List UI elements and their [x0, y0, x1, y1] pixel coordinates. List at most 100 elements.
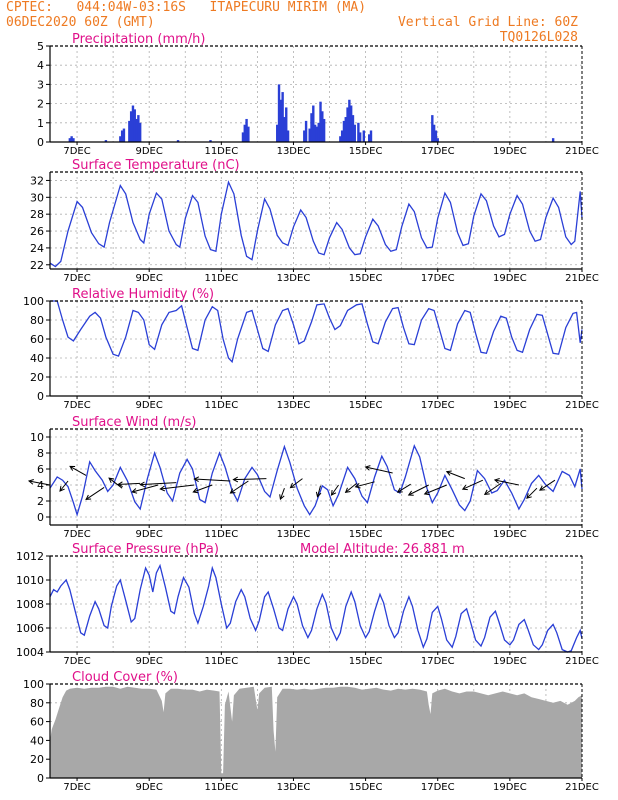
precipitation-bar: [243, 124, 246, 142]
precipitation-xtick-label: 9DEC: [135, 146, 162, 157]
pressure-ytick-label: 1010: [16, 574, 44, 587]
wind-arrow-head: [139, 481, 146, 488]
precipitation-xtick-label: 11DEC: [204, 146, 238, 157]
pressure-ytick-label: 1006: [16, 622, 44, 635]
wind-arrow-head: [461, 484, 468, 491]
precipitation-bar: [317, 122, 320, 142]
humidity-xtick-label: 11DEC: [204, 400, 238, 411]
wind-arrow-head: [69, 465, 76, 471]
precipitation-bar: [344, 117, 347, 142]
precipitation-bar: [279, 99, 283, 142]
pressure-xtick-label: 17DEC: [421, 656, 455, 667]
precipitation-bar: [436, 138, 439, 142]
cloud-cover-ytick-label: 0: [37, 772, 44, 785]
temperature-ytick-label: 22: [30, 259, 44, 272]
precipitation-ytick-label: 5: [37, 40, 44, 53]
precipitation-bar: [128, 120, 131, 142]
humidity-ytick-label: 100: [23, 295, 44, 308]
wind-arrow: [59, 480, 69, 492]
wind-arrow-head: [354, 483, 361, 489]
precipitation-bar: [321, 111, 324, 142]
precipitation-bar: [346, 107, 349, 142]
cloud-cover-ytick-label: 60: [30, 716, 44, 729]
precipitation-xtick-label: 7DEC: [63, 146, 90, 157]
wind-arrow: [279, 488, 285, 500]
temperature-xtick-label: 13DEC: [277, 273, 311, 284]
precipitation-bar: [281, 92, 284, 142]
precipitation-bar: [312, 105, 315, 142]
pressure-ytick-label: 1012: [16, 550, 44, 563]
cloud-cover-area: [50, 686, 582, 778]
wind-arrow-head: [483, 489, 490, 495]
precipitation-bar: [368, 134, 371, 142]
precipitation-ytick-label: 2: [37, 98, 44, 111]
precipitation-bar: [358, 132, 362, 142]
wind-ytick-label: 4: [37, 479, 44, 492]
wind-xtick-label: 11DEC: [204, 529, 238, 540]
temperature-xtick-label: 9DEC: [135, 273, 162, 284]
precipitation-bar: [138, 122, 142, 142]
precipitation-bar: [129, 111, 133, 142]
precipitation-bar: [133, 109, 136, 142]
precipitation-ytick-label: 4: [37, 59, 44, 72]
precipitation-bar: [241, 132, 245, 142]
wind-arrow: [290, 478, 303, 489]
precipitation-bar: [315, 126, 319, 142]
precipitation-bar: [357, 122, 360, 142]
wind-ytick-label: 2: [37, 495, 44, 508]
wind-arrow: [539, 479, 556, 491]
pressure-xtick-label: 19DEC: [493, 656, 527, 667]
temperature-line: [49, 180, 583, 268]
precipitation-bar: [131, 105, 135, 142]
wind-arrow: [494, 479, 519, 486]
humidity-ytick-label: 40: [30, 352, 44, 365]
wind-arrow: [132, 484, 159, 493]
wind-xtick-label: 21DEC: [565, 529, 599, 540]
precipitation-ytick-label: 3: [37, 78, 44, 91]
wind-arrow-head: [108, 477, 115, 484]
cloud-cover-ytick-label: 20: [30, 753, 44, 766]
station-info: CPTEC: 044:04W-03:16S ITAPECURU MIRIM (M…: [6, 0, 367, 15]
wind-arrow: [345, 483, 357, 493]
wind-arrow-head: [59, 486, 65, 492]
wind-arrow: [317, 485, 321, 497]
wind-arrow: [446, 471, 465, 480]
chart-header: CPTEC: 044:04W-03:16S ITAPECURU MIRIM (M…: [0, 0, 618, 48]
pressure-xtick-label: 11DEC: [204, 656, 238, 667]
precipitation-bar: [322, 118, 326, 142]
precipitation-bar: [308, 128, 311, 142]
precipitation-bar: [431, 115, 434, 142]
precipitation-bar: [245, 118, 248, 142]
pressure-xtick-label: 9DEC: [135, 656, 162, 667]
precipitation-xtick-label: 19DEC: [493, 146, 527, 157]
precipitation-bar: [349, 105, 353, 142]
precipitation-bar: [313, 124, 317, 142]
wind-arrow: [160, 484, 195, 490]
precipitation-xtick-label: 13DEC: [277, 146, 311, 157]
wind-xtick-label: 19DEC: [493, 529, 527, 540]
temperature-xtick-label: 7DEC: [63, 273, 90, 284]
wind-arrow-head: [407, 490, 414, 496]
cloud-cover-xtick-label: 11DEC: [204, 782, 238, 793]
humidity-ytick-label: 20: [30, 371, 44, 384]
vertical-grid-note: Vertical Grid Line: 60Z: [397, 15, 578, 30]
temperature-ytick-label: 32: [30, 174, 44, 187]
cloud-cover-xtick-label: 17DEC: [421, 782, 455, 793]
wind-arrow: [408, 484, 429, 496]
precipitation-bar: [319, 101, 322, 142]
precipitation-xtick-label: 17DEC: [421, 146, 455, 157]
cloud-cover-xtick-label: 15DEC: [349, 782, 383, 793]
precipitation-bar: [304, 120, 308, 142]
temperature-ytick-label: 28: [30, 208, 44, 221]
wind-arrow-head: [85, 494, 92, 500]
pressure-ytick-label: 1008: [16, 598, 44, 611]
wind-ytick-label: 0: [37, 511, 44, 524]
wind-arrow: [140, 482, 177, 486]
precipitation-bar: [303, 130, 306, 142]
wind-arrow-head: [159, 485, 166, 492]
cloud-cover-xtick-label: 13DEC: [277, 782, 311, 793]
precipitation-bar: [369, 130, 373, 142]
pressure-xtick-label: 21DEC: [565, 656, 599, 667]
precipitation-title: Precipitation (mm/h): [72, 32, 205, 47]
precipitation-bar: [104, 140, 108, 142]
